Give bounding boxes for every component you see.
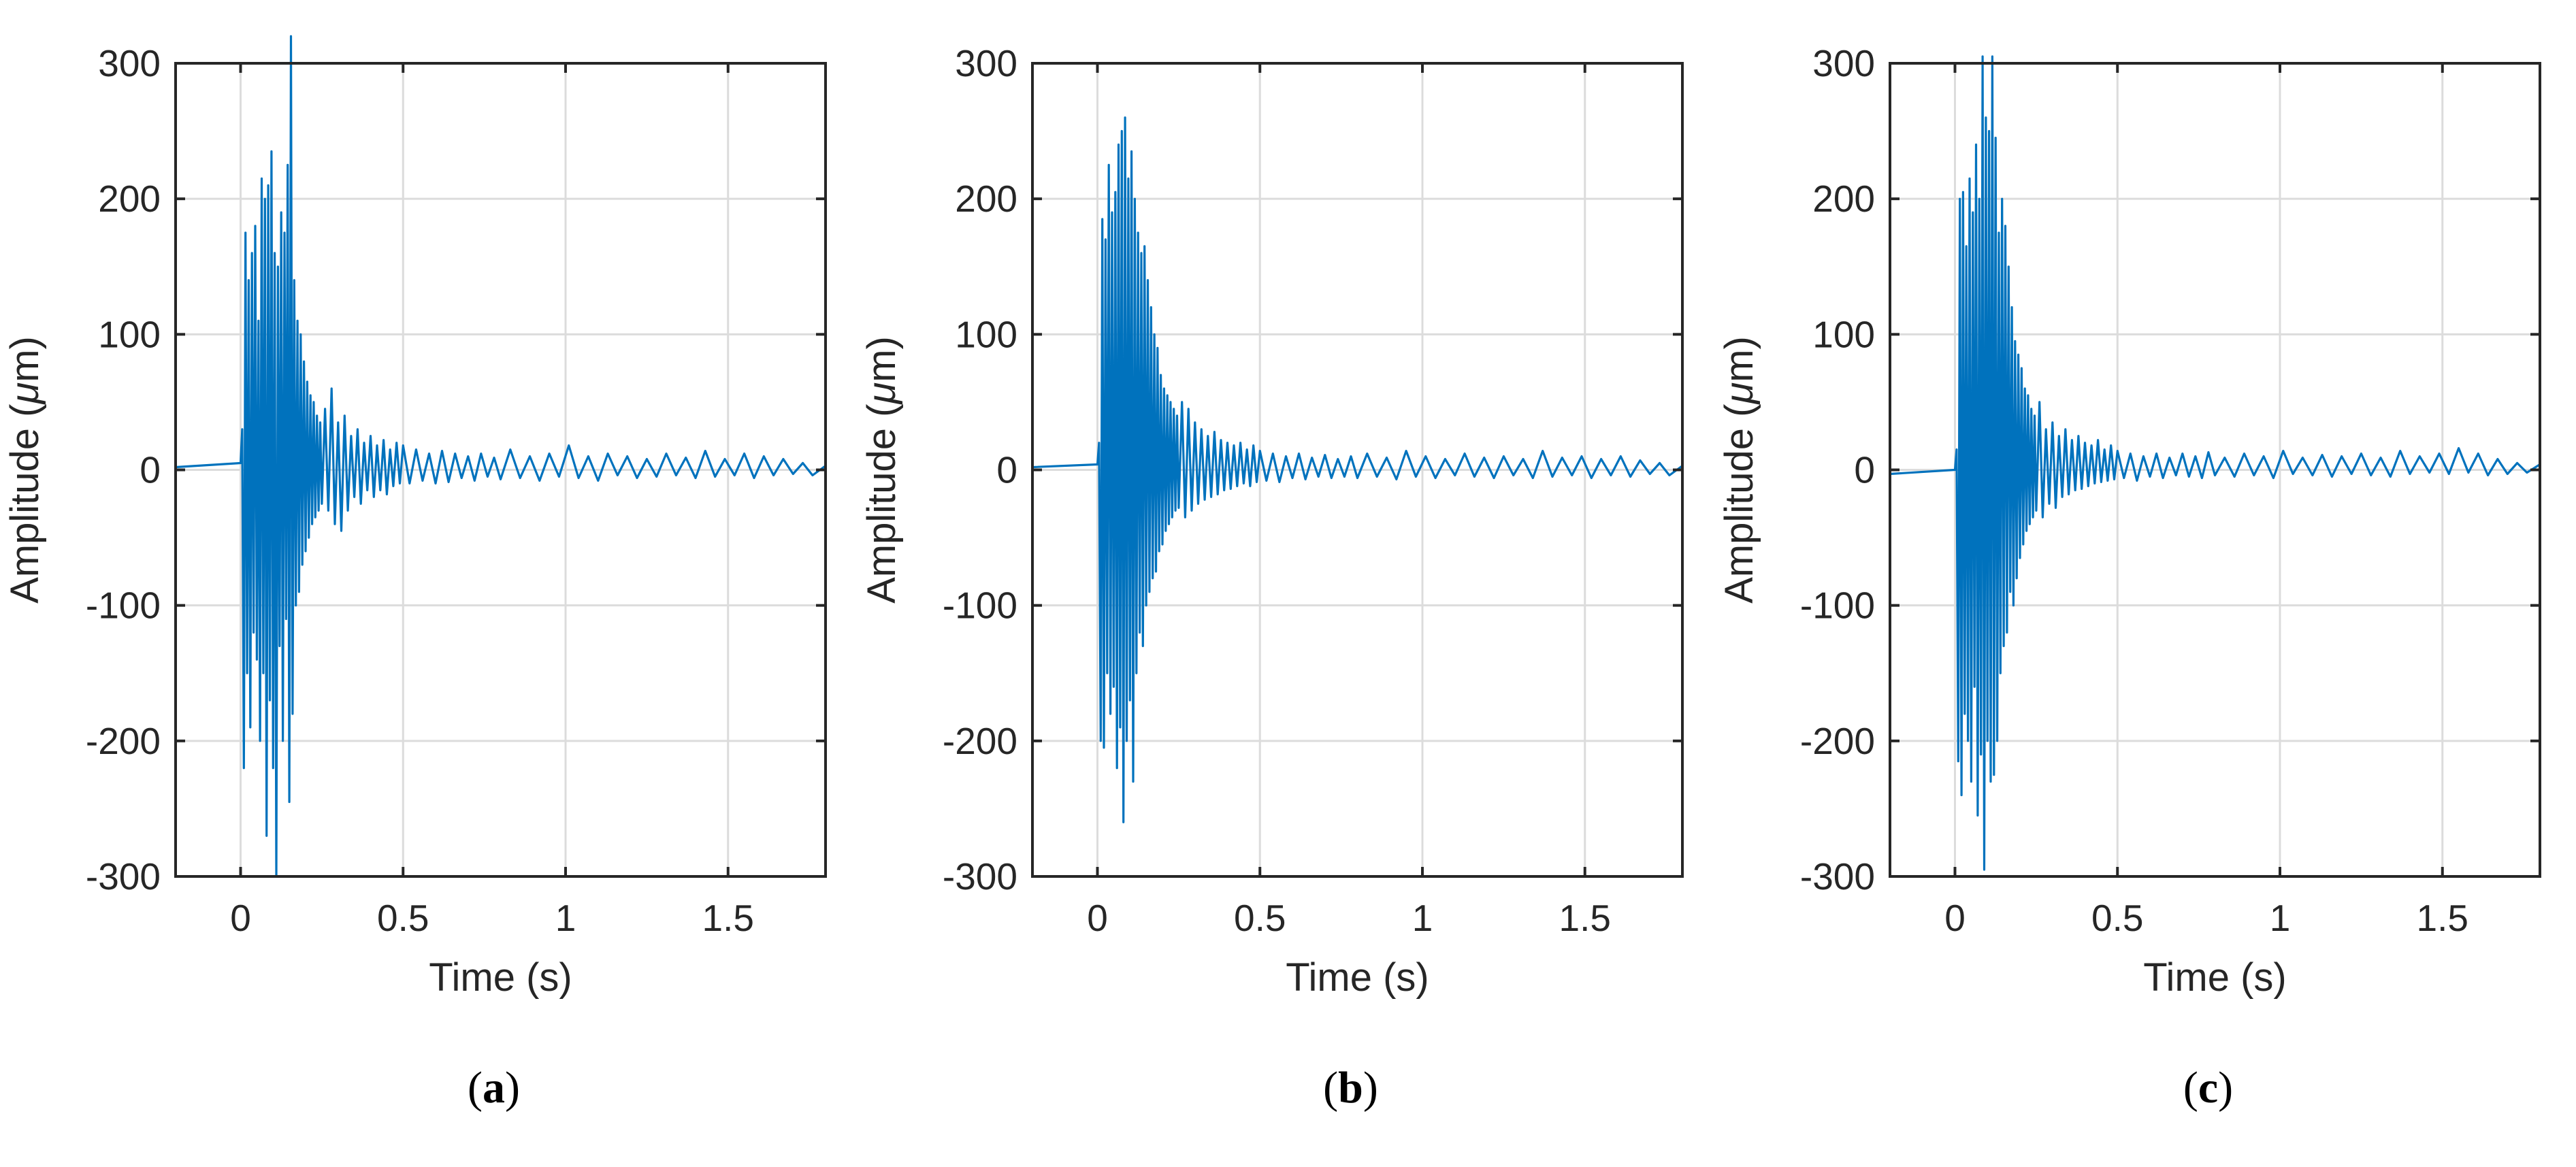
y-tick-label: -200 xyxy=(1800,720,1875,762)
y-tick-label: 200 xyxy=(98,178,161,220)
panel-caption: (b) xyxy=(1323,1063,1378,1113)
x-tick-label: 1 xyxy=(2270,897,2291,939)
y-axis-label-prefix: Amplitude ( xyxy=(3,404,47,604)
x-axis-label: Time (s) xyxy=(1286,955,1429,1000)
y-axis-label-unit: μ xyxy=(3,382,47,406)
x-tick-label: 1.5 xyxy=(702,897,754,939)
y-tick-label: 300 xyxy=(98,42,161,84)
y-tick-label: -300 xyxy=(86,855,161,898)
x-tick-label: 0 xyxy=(230,897,251,939)
panel-caption-letter: b xyxy=(1338,1063,1363,1113)
y-axis-label: Amplitude (μm) xyxy=(860,336,904,604)
y-tick-label: -100 xyxy=(1800,585,1875,627)
y-tick-label: 200 xyxy=(1812,178,1875,220)
y-tick-label: -200 xyxy=(943,720,1017,762)
y-axis-label-prefix: Amplitude ( xyxy=(1717,404,1761,604)
panel-caption-letter: a xyxy=(483,1063,505,1113)
y-tick-label: -300 xyxy=(943,855,1017,898)
x-tick-label: 1.5 xyxy=(1559,897,1611,939)
y-axis-label-suffix: m) xyxy=(3,336,47,382)
signal-line xyxy=(1889,55,2541,871)
y-tick-label: -100 xyxy=(943,585,1017,627)
y-tick-label: 0 xyxy=(996,449,1017,491)
y-tick-label: -200 xyxy=(86,720,161,762)
x-tick-label: 1.5 xyxy=(2417,897,2468,939)
y-tick-label: -300 xyxy=(1800,855,1875,898)
y-axis-label: Amplitude (μm) xyxy=(1717,336,1761,604)
signal-line xyxy=(175,35,826,878)
signal-line xyxy=(1032,116,1683,823)
y-tick-label: 0 xyxy=(1854,449,1875,491)
x-tick-label: 0 xyxy=(1087,897,1108,939)
y-tick-label: 200 xyxy=(955,178,1017,220)
panel-c: 0 0.5 1 1.5 -300 -200 -100 0 100 200 300 Time (s) Am… xyxy=(1717,42,2541,1113)
y-axis-label-suffix: m) xyxy=(860,336,904,382)
panel-caption-letter: c xyxy=(2198,1063,2218,1113)
panel-b: 0 0.5 1 1.5 -300 -200 -100 0 100 200 300 Time (s) Am… xyxy=(860,42,1684,1113)
x-tick-label: 1 xyxy=(1412,897,1433,939)
y-tick-label: 100 xyxy=(98,313,161,355)
y-axis-label-unit: μ xyxy=(1717,382,1761,406)
y-axis-label-unit: μ xyxy=(860,382,904,406)
panel-caption: (a) xyxy=(468,1063,520,1113)
y-tick-label: 100 xyxy=(955,313,1017,355)
y-axis-label: Amplitude (μm) xyxy=(3,336,47,604)
x-tick-label: 0.5 xyxy=(1234,897,1286,939)
y-tick-label: 300 xyxy=(1812,42,1875,84)
x-tick-label: 0.5 xyxy=(2091,897,2143,939)
x-tick-label: 1 xyxy=(555,897,576,939)
y-tick-label: 0 xyxy=(140,449,161,491)
y-axis-label-suffix: m) xyxy=(1717,336,1761,382)
panel-a: 0 0.5 1 1.5 -300 -200 -100 0 100 200 300 Time (s) Am… xyxy=(3,35,827,1113)
x-axis-label: Time (s) xyxy=(429,955,572,1000)
y-tick-label: -100 xyxy=(86,585,161,627)
y-tick-label: 300 xyxy=(955,42,1017,84)
y-tick-label: 100 xyxy=(1812,313,1875,355)
panel-caption: (c) xyxy=(2183,1063,2233,1113)
x-tick-label: 0.5 xyxy=(377,897,429,939)
x-axis-label: Time (s) xyxy=(2143,955,2286,1000)
x-tick-label: 0 xyxy=(1944,897,1966,939)
y-axis-label-prefix: Amplitude ( xyxy=(860,404,904,604)
